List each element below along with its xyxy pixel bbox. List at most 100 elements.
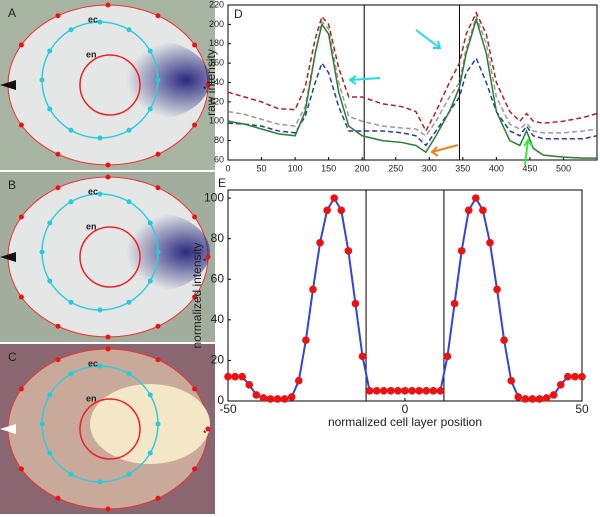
node — [105, 506, 111, 512]
y-tick-label: 100 — [209, 116, 224, 126]
y-tick-label: 100 — [204, 190, 224, 204]
data-point — [372, 387, 381, 395]
series-line — [227, 56, 598, 147]
node — [97, 135, 103, 141]
data-point — [394, 387, 402, 395]
node — [47, 392, 53, 398]
node — [68, 199, 74, 205]
node — [192, 122, 198, 128]
y-tick-label: 60 — [211, 271, 225, 285]
data-point — [330, 194, 339, 202]
node — [105, 174, 111, 180]
data-point — [521, 395, 530, 403]
y-tick-label: 20 — [211, 353, 225, 367]
x-tick-label: -50 — [219, 402, 237, 416]
node — [55, 185, 61, 191]
stain — [90, 384, 210, 464]
curve-line — [228, 196, 582, 400]
data-point — [351, 299, 360, 308]
series-line — [227, 10, 598, 133]
node — [126, 299, 132, 305]
data-point — [365, 387, 374, 395]
data-point — [295, 376, 303, 385]
x-tick-label: 450 — [522, 163, 537, 173]
data-point — [486, 238, 494, 247]
node — [47, 278, 53, 284]
en-label: en — [86, 49, 97, 59]
data-point — [443, 352, 452, 361]
node — [155, 323, 161, 329]
node — [105, 346, 111, 352]
data-point — [549, 391, 558, 399]
data-point — [231, 372, 239, 381]
node — [47, 450, 53, 456]
plot-frame — [227, 4, 598, 161]
panel-label: A — [8, 6, 16, 20]
node — [105, 334, 111, 340]
data-point — [556, 380, 565, 389]
x-tick-label: 50 — [575, 402, 589, 416]
node — [97, 363, 103, 369]
star: * — [203, 256, 207, 266]
x-tick-label: 400 — [489, 163, 504, 173]
node — [205, 82, 211, 88]
node — [205, 254, 211, 260]
node — [18, 466, 24, 472]
data-point — [401, 387, 409, 395]
arrowhead — [0, 80, 16, 90]
data-point — [415, 387, 423, 395]
data-point — [578, 372, 586, 381]
node — [155, 495, 161, 501]
data-point — [507, 376, 515, 385]
data-point — [528, 395, 537, 403]
node — [147, 278, 153, 284]
data-point — [337, 206, 346, 215]
node — [55, 323, 61, 329]
x-tick-label: 200 — [355, 163, 370, 173]
data-point — [429, 387, 438, 395]
node — [105, 2, 111, 8]
data-point — [238, 372, 246, 381]
data-point — [464, 206, 473, 215]
data-point — [387, 387, 395, 395]
en-label: en — [86, 221, 97, 231]
node — [155, 249, 161, 255]
node — [55, 357, 61, 363]
node — [47, 106, 53, 112]
series-line — [227, 16, 597, 159]
node — [126, 471, 132, 477]
panel-label: C — [8, 350, 17, 364]
node — [47, 220, 53, 226]
node — [68, 27, 74, 33]
node — [97, 19, 103, 25]
star: * — [203, 428, 207, 438]
en-label: en — [86, 393, 97, 403]
data-point — [422, 387, 431, 395]
node — [68, 299, 74, 305]
data-point — [287, 393, 296, 401]
y-tick-label: 80 — [211, 231, 225, 245]
x-tick-label: 0 — [402, 402, 409, 416]
data-point — [316, 238, 324, 247]
node — [47, 48, 53, 54]
node — [147, 392, 153, 398]
x-tick-label: 350 — [455, 163, 470, 173]
data-point — [323, 206, 331, 215]
x-tick-label: 0 — [225, 163, 230, 173]
node — [55, 151, 61, 157]
y-axis-label: raw intensity — [204, 49, 218, 116]
x-tick-label: 250 — [388, 163, 403, 173]
y-tick-label: 220 — [209, 0, 224, 9]
data-point — [542, 394, 551, 402]
node — [68, 471, 74, 477]
node — [155, 151, 161, 157]
data-point — [266, 395, 275, 403]
arrowhead — [0, 424, 16, 434]
arrow — [415, 29, 442, 49]
data-point — [450, 299, 459, 308]
data-point — [379, 387, 388, 395]
x-tick-label: 300 — [422, 163, 437, 173]
node — [97, 307, 103, 313]
data-point — [564, 372, 572, 381]
